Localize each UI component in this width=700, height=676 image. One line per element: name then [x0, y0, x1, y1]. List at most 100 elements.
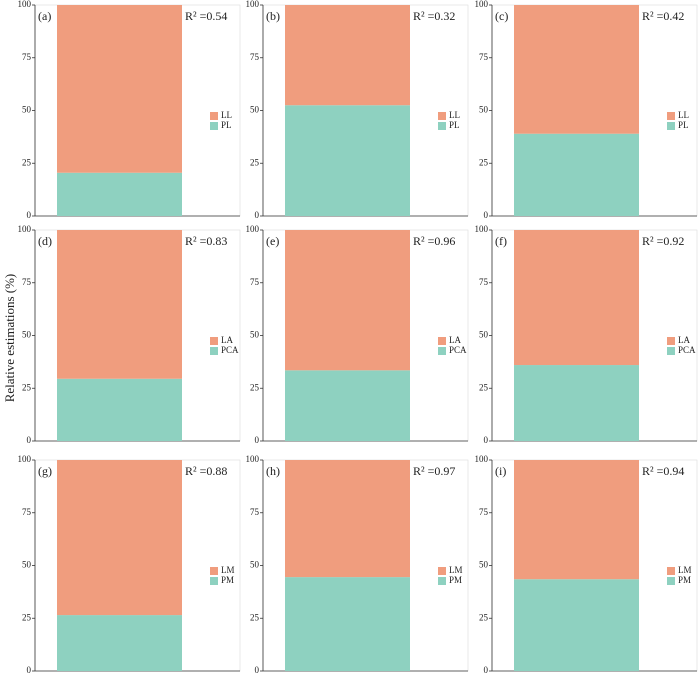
legend-label: PL [678, 120, 689, 130]
y-tick-label: 25 [479, 612, 489, 622]
y-tick-label: 25 [22, 157, 32, 167]
y-tick-label: 0 [484, 210, 489, 220]
bar-segment [285, 370, 410, 441]
annotation: R² =0.94 [642, 464, 684, 478]
y-tick-label: 75 [250, 507, 260, 517]
annotation: R² =0.83 [185, 234, 227, 248]
y-tick-label: 25 [250, 157, 260, 167]
annotation: R² =0.97 [413, 464, 455, 478]
y-tick-label: 100 [246, 224, 260, 234]
legend-label: LM [449, 565, 463, 575]
bar-segment [57, 378, 182, 441]
legend-swatch [438, 577, 446, 585]
y-tick-label: 25 [22, 612, 32, 622]
bar-segment [285, 577, 410, 671]
legend-label: LA [221, 335, 233, 345]
annotation: R² =0.96 [413, 234, 455, 248]
y-tick-label: 25 [479, 382, 489, 392]
y-tick-label: 75 [479, 52, 489, 62]
annotation: R² =0.32 [413, 9, 455, 23]
legend-swatch [667, 337, 675, 345]
legend-label: PCA [221, 345, 239, 355]
y-tick-label: 50 [479, 105, 489, 115]
legend-label: LL [678, 110, 689, 120]
legend-swatch [210, 577, 218, 585]
legend-label: PCA [449, 345, 467, 355]
y-tick-label: 0 [484, 435, 489, 445]
legend-swatch [667, 347, 675, 355]
y-tick-label: 0 [27, 210, 32, 220]
y-tick-label: 75 [479, 277, 489, 287]
y-tick-label: 100 [475, 454, 489, 464]
y-tick-label: 50 [250, 105, 260, 115]
y-tick-label: 50 [22, 105, 32, 115]
legend-label: LL [221, 110, 232, 120]
y-tick-label: 100 [18, 224, 32, 234]
y-tick-label: 0 [27, 435, 32, 445]
y-tick-label: 50 [22, 560, 32, 570]
bar-segment [57, 172, 182, 216]
y-tick-label: 25 [250, 612, 260, 622]
y-tick-label: 25 [22, 382, 32, 392]
bar-segment [514, 133, 639, 216]
y-tick-label: 75 [22, 277, 32, 287]
y-tick-label: 100 [475, 224, 489, 234]
y-tick-label: 50 [479, 560, 489, 570]
legend-swatch [210, 122, 218, 130]
legend-label: LA [449, 335, 461, 345]
y-tick-label: 50 [250, 560, 260, 570]
panel-label: (d) [38, 234, 52, 248]
y-tick-label: 100 [475, 0, 489, 9]
legend-swatch [210, 112, 218, 120]
legend-swatch [667, 112, 675, 120]
legend-swatch [438, 112, 446, 120]
legend-swatch [438, 567, 446, 575]
annotation: R² =0.88 [185, 464, 227, 478]
panel-label: (i) [495, 464, 506, 478]
legend-label: PL [449, 120, 460, 130]
bar-segment [514, 5, 639, 134]
legend-swatch [667, 567, 675, 575]
y-tick-label: 25 [479, 157, 489, 167]
legend-label: LM [678, 565, 692, 575]
legend-label: PM [678, 575, 691, 585]
bar-segment [514, 365, 639, 441]
legend-label: PM [221, 575, 234, 585]
y-tick-label: 50 [250, 330, 260, 340]
y-tick-label: 0 [484, 665, 489, 675]
y-tick-label: 25 [250, 382, 260, 392]
bar-segment [514, 579, 639, 671]
y-tick-label: 75 [250, 277, 260, 287]
y-tick-label: 0 [255, 665, 260, 675]
panel-label: (f) [495, 234, 507, 248]
y-tick-label: 0 [27, 665, 32, 675]
bar-segment [57, 460, 182, 616]
legend-label: LA [678, 335, 690, 345]
legend-label: PL [221, 120, 232, 130]
panel-label: (h) [266, 464, 280, 478]
annotation: R² =0.42 [642, 9, 684, 23]
legend-swatch [667, 122, 675, 130]
bar-segment [285, 5, 410, 106]
annotation: R² =0.92 [642, 234, 684, 248]
y-tick-label: 100 [18, 0, 32, 9]
panel-label: (c) [495, 9, 508, 23]
panel-label: (e) [266, 234, 279, 248]
legend-swatch [438, 122, 446, 130]
bar-segment [57, 615, 182, 671]
panel-label: (b) [266, 9, 280, 23]
y-tick-label: 50 [22, 330, 32, 340]
legend-swatch [210, 337, 218, 345]
bar-segment [285, 105, 410, 216]
legend-swatch [667, 577, 675, 585]
legend-swatch [438, 337, 446, 345]
y-axis-label: Relative estimations (%) [2, 274, 17, 403]
y-tick-label: 0 [255, 210, 260, 220]
y-tick-label: 75 [479, 507, 489, 517]
bar-segment [57, 5, 182, 173]
y-tick-label: 75 [250, 52, 260, 62]
y-tick-label: 100 [246, 454, 260, 464]
bar-segment [514, 460, 639, 580]
legend-label: LL [449, 110, 460, 120]
